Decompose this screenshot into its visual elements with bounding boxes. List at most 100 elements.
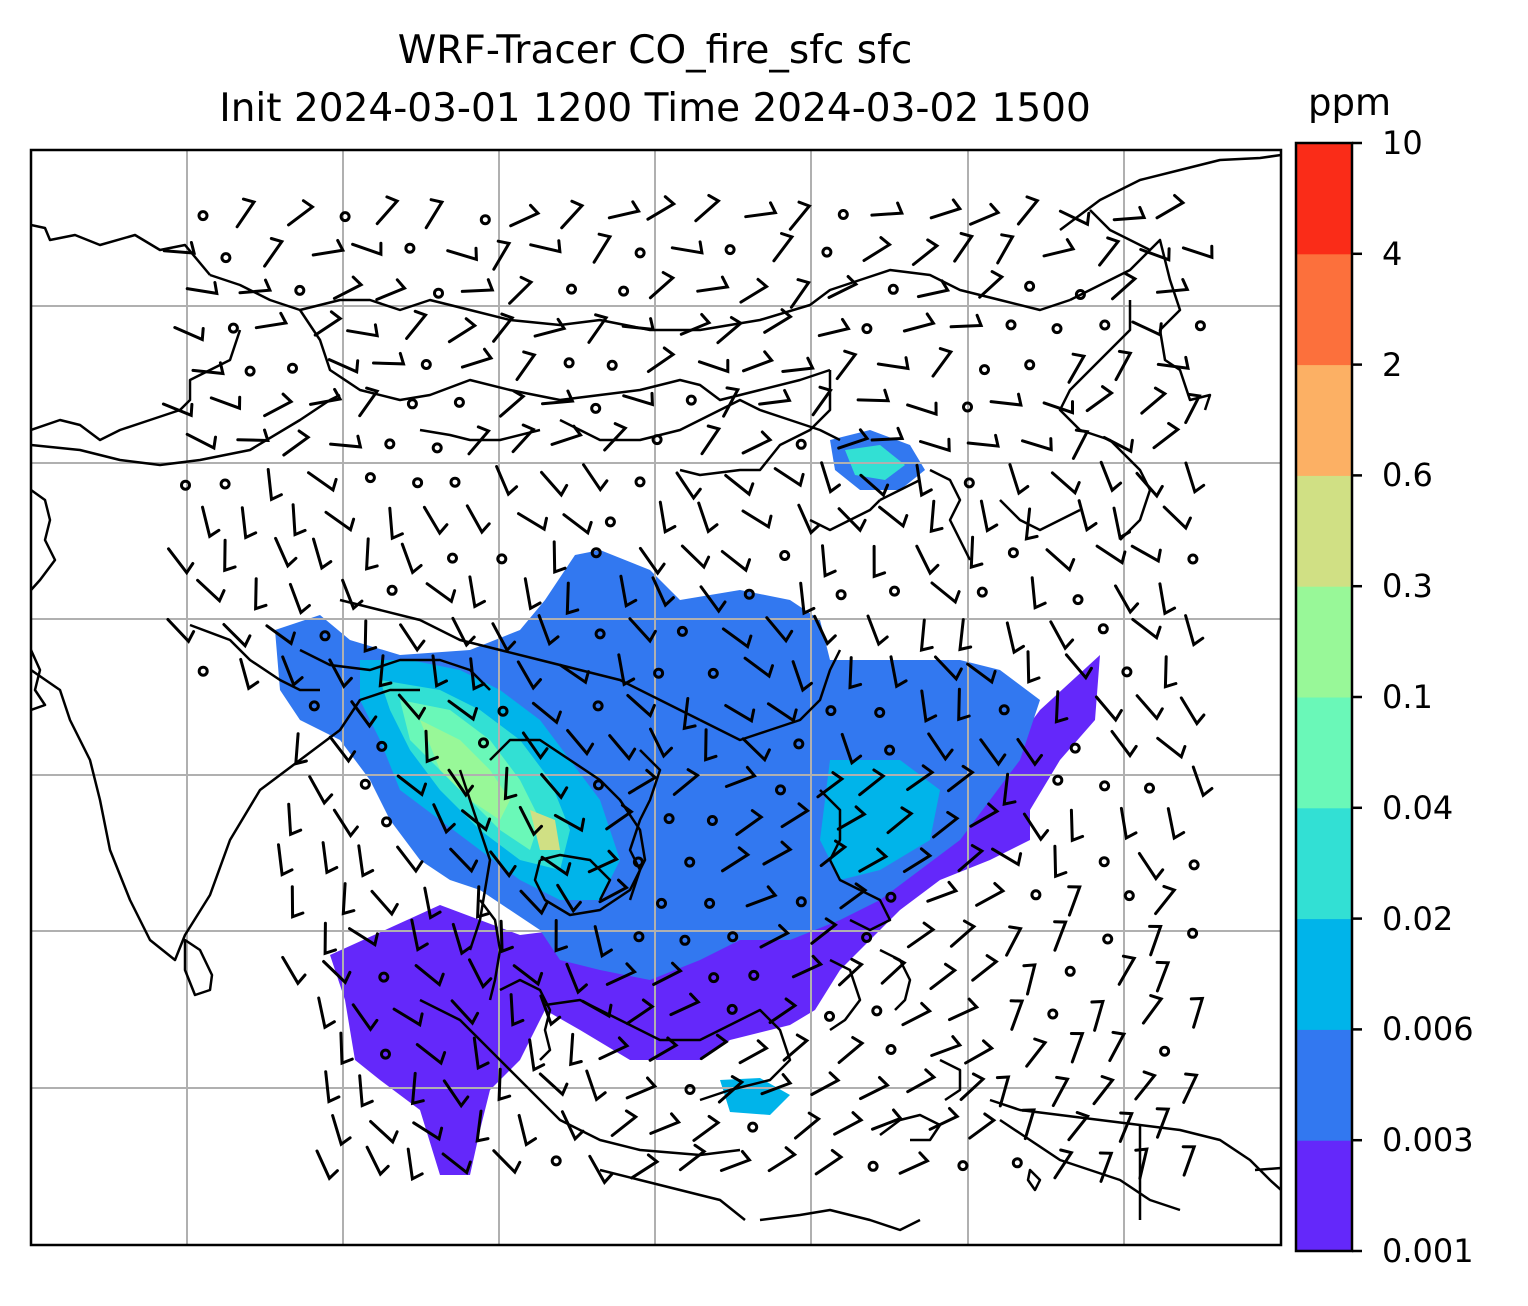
wind-barb [678,1143,707,1172]
wind-barb [1119,806,1138,841]
wind-barb [375,278,408,301]
wind-barb [515,350,537,381]
wind-barb [1095,544,1127,566]
wind-barb [1085,385,1115,413]
map-frame [29,148,1283,1247]
calm-wind-circle [604,516,616,528]
co-fire-concentration-field [275,430,1100,1175]
calm-wind-circle [1024,359,1036,371]
wind-barb [209,395,242,411]
wind-barb [1067,885,1082,917]
wind-barb [263,392,294,418]
wind-barb [1042,238,1076,258]
calm-wind-circle [704,897,716,909]
calm-wind-circle [707,667,719,679]
wind-barb [357,844,375,878]
wind-barb [447,768,474,798]
calm-wind-circle [453,396,465,408]
wind-barb [966,662,997,685]
wind-barb [598,1036,630,1061]
calm-wind-circle [449,476,461,488]
wind-barb [598,878,630,904]
wind-barb [323,921,337,956]
wind-barb [622,391,654,407]
calm-wind-circle [606,359,618,371]
wind-barb [447,317,478,344]
wind-barb [915,463,933,498]
calm-wind-circle [685,394,697,406]
wind-barb [975,882,1006,907]
wind-barb [1182,1072,1199,1104]
wind-barb [1092,1075,1115,1106]
wind-barb [491,622,517,653]
wind-barb [605,803,634,831]
wind-barb [934,655,963,682]
wind-barb [669,992,701,1017]
wind-barb [503,766,518,801]
wind-barb [886,806,914,835]
wind-barb [1054,690,1069,724]
wind-barb [1163,655,1178,689]
wind-barb [743,656,774,679]
wind-barb [742,350,775,373]
wind-barb [780,802,811,829]
wind-barb [499,389,526,418]
wind-barb [1131,617,1162,641]
wind-barb [405,309,428,340]
wind-barb [537,614,560,647]
wind-barb [1148,924,1163,957]
wind-barb [173,326,205,342]
wind-barb [529,239,562,254]
wind-barb [819,839,848,868]
wind-barb [1114,349,1133,382]
wind-barb [592,232,613,264]
calm-wind-circle [633,931,645,943]
wind-barb [1022,812,1050,842]
wind-barb [266,468,283,502]
wind-barb [317,996,336,1030]
wind-barb [495,465,519,497]
calm-wind-circle [1123,890,1135,902]
wind-barb [369,1120,399,1145]
wind-barb [768,997,798,1024]
wind-barb [889,655,908,689]
calm-wind-circle [1099,319,1111,331]
wind-barb [1162,505,1192,531]
wind-barb [672,768,701,796]
wind-barb [475,1109,490,1143]
wind-barb [837,428,870,450]
wind-barb [1067,352,1087,384]
calm-wind-circle [406,398,418,410]
calm-wind-circle [433,287,444,299]
calm-wind-circle [726,1003,738,1015]
calm-wind-circle [1188,859,1200,871]
calm-wind-circle [874,707,886,718]
wind-barb [1112,506,1131,540]
colorbar-tick-label: 0.04 [1382,788,1454,827]
wind-barb [789,278,812,309]
wind-barb [968,1112,997,1140]
calm-wind-circle [1052,774,1064,786]
field-level-0.1 [420,720,510,820]
wind-barb [541,389,575,406]
calm-wind-circle [976,586,988,598]
wind-barb [185,281,219,296]
wind-barb [821,544,837,578]
wind-barb [833,1111,864,1136]
wind-barb [870,426,905,442]
wind-barb [699,1033,729,1061]
wind-barb [1058,209,1091,227]
wind-barb [697,358,730,374]
wind-barb [741,430,773,455]
wind-barb [593,925,613,959]
wind-barb [287,802,303,837]
colorbar-segment [1296,1029,1352,1141]
colorbar-tick-label: 0.6 [1382,456,1433,495]
wind-barb [619,574,638,609]
wind-barb [447,699,478,722]
wind-barb [719,1150,752,1172]
wind-barb [928,1107,960,1131]
wind-barb [365,1145,390,1177]
wind-barb [949,313,984,329]
wind-barb [288,582,311,615]
